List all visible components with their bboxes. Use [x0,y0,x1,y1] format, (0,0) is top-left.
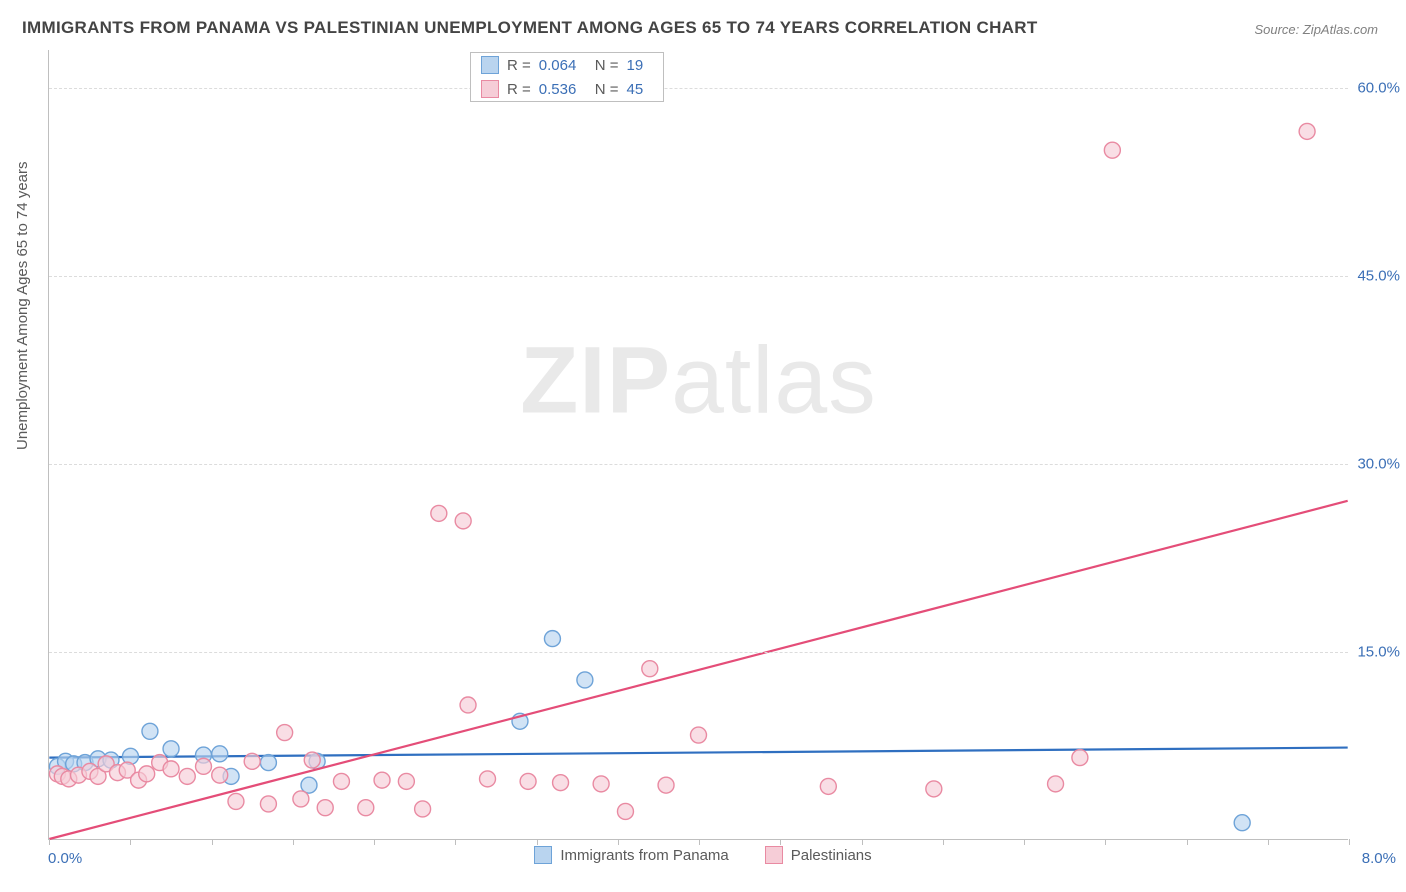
data-point [617,803,633,819]
x-tick-mark [1268,839,1269,845]
data-point [1072,750,1088,766]
data-point [196,758,212,774]
data-point [260,755,276,771]
data-point [691,727,707,743]
x-tick-mark [1349,839,1350,845]
data-point [1104,142,1120,158]
data-point [260,796,276,812]
plot-area: ZIPatlas 15.0%30.0%45.0%60.0% [48,50,1348,840]
data-point [820,778,836,794]
data-point [480,771,496,787]
x-tick-mark [537,839,538,845]
legend-r-value: 0.064 [539,57,587,74]
data-point [398,773,414,789]
data-point [1234,815,1250,831]
x-tick-mark [1024,839,1025,845]
data-point [212,767,228,783]
y-tick-label: 15.0% [1357,643,1400,660]
x-tick-mark [862,839,863,845]
x-tick-mark [780,839,781,845]
data-point [658,777,674,793]
data-point [293,791,309,807]
data-point [544,631,560,647]
source-attribution: Source: ZipAtlas.com [1254,22,1378,37]
legend-n-value: 45 [627,81,653,98]
data-point [431,505,447,521]
data-point [455,513,471,529]
data-point [577,672,593,688]
chart-title: IMMIGRANTS FROM PANAMA VS PALESTINIAN UN… [22,18,1038,38]
data-point [926,781,942,797]
legend-row: R = 0.064 N = 19 [471,53,663,77]
y-tick-label: 60.0% [1357,79,1400,96]
legend-swatch [765,846,783,864]
x-tick-mark [943,839,944,845]
legend-item: Immigrants from Panama [534,846,728,864]
legend-r-label: R = [507,57,531,74]
x-tick-mark [699,839,700,845]
data-point [1299,123,1315,139]
data-point [277,725,293,741]
data-point [142,723,158,739]
series-legend: Immigrants from Panama Palestinians [0,846,1406,864]
data-point [304,752,320,768]
data-point [374,772,390,788]
x-tick-mark [49,839,50,845]
legend-n-value: 19 [627,57,653,74]
legend-n-label: N = [595,81,619,98]
data-point [212,746,228,762]
legend-swatch [534,846,552,864]
x-tick-mark [130,839,131,845]
data-point [163,761,179,777]
legend-label: Palestinians [791,847,872,864]
gridline [49,276,1348,277]
legend-label: Immigrants from Panama [560,847,728,864]
data-point [163,741,179,757]
x-tick-mark [455,839,456,845]
trend-line [49,501,1347,839]
data-point [520,773,536,789]
y-tick-label: 30.0% [1357,455,1400,472]
legend-n-label: N = [595,57,619,74]
correlation-legend: R = 0.064 N = 19 R = 0.536 N = 45 [470,52,664,102]
x-tick-mark [1105,839,1106,845]
legend-r-value: 0.536 [539,81,587,98]
data-point [415,801,431,817]
data-point [553,775,569,791]
data-point [244,753,260,769]
x-tick-mark [212,839,213,845]
data-point [333,773,349,789]
chart-svg [49,50,1348,839]
y-tick-label: 45.0% [1357,267,1400,284]
data-point [593,776,609,792]
data-point [317,800,333,816]
legend-item: Palestinians [765,846,872,864]
x-tick-mark [374,839,375,845]
data-point [228,793,244,809]
data-point [139,766,155,782]
x-tick-mark [293,839,294,845]
x-tick-mark [618,839,619,845]
legend-row: R = 0.536 N = 45 [471,77,663,101]
y-axis-label: Unemployment Among Ages 65 to 74 years [14,161,31,450]
legend-r-label: R = [507,81,531,98]
legend-swatch [481,80,499,98]
gridline [49,652,1348,653]
x-tick-mark [1187,839,1188,845]
data-point [179,768,195,784]
trend-line [49,748,1347,758]
gridline [49,464,1348,465]
data-point [642,661,658,677]
data-point [460,697,476,713]
legend-swatch [481,56,499,74]
gridline [49,88,1348,89]
data-point [358,800,374,816]
data-point [1048,776,1064,792]
